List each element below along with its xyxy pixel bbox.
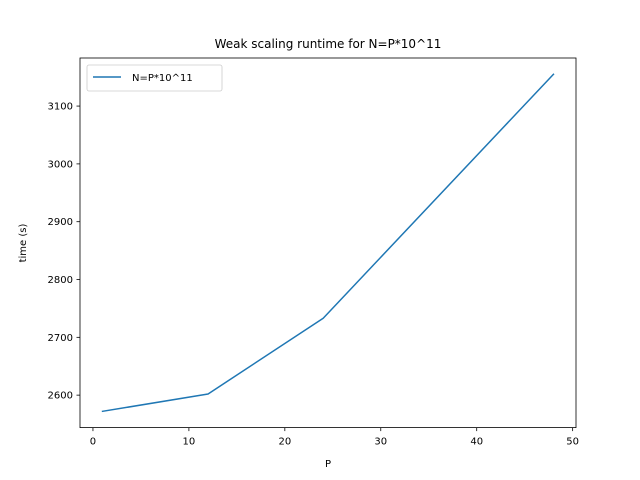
y-tick-label: 2700 [48,333,73,344]
x-tick-label: 50 [566,437,579,448]
x-tick-label: 30 [374,437,387,448]
x-tick-label: 20 [278,437,291,448]
y-tick-label: 3000 [48,159,73,170]
legend: N=P*10^11 [86,64,223,92]
y-tick-label: 3100 [48,102,73,113]
y-tick-label: 2800 [48,275,73,286]
x-tick-label: 10 [183,437,196,448]
chart-title: Weak scaling runtime for N=P*10^11 [215,37,442,51]
y-tick-label: 2600 [48,391,73,402]
legend-box [86,64,223,92]
x-axis-label: P [325,459,331,470]
x-tick-label: 40 [470,437,483,448]
series-line-0 [101,73,555,413]
x-tick-label: 0 [90,437,96,448]
y-axis-label: time (s) [18,224,29,263]
axes-frame [79,57,577,429]
legend-label: N=P*10^11 [132,73,193,84]
y-tick-label: 2900 [48,217,73,228]
plot-area [101,73,555,413]
